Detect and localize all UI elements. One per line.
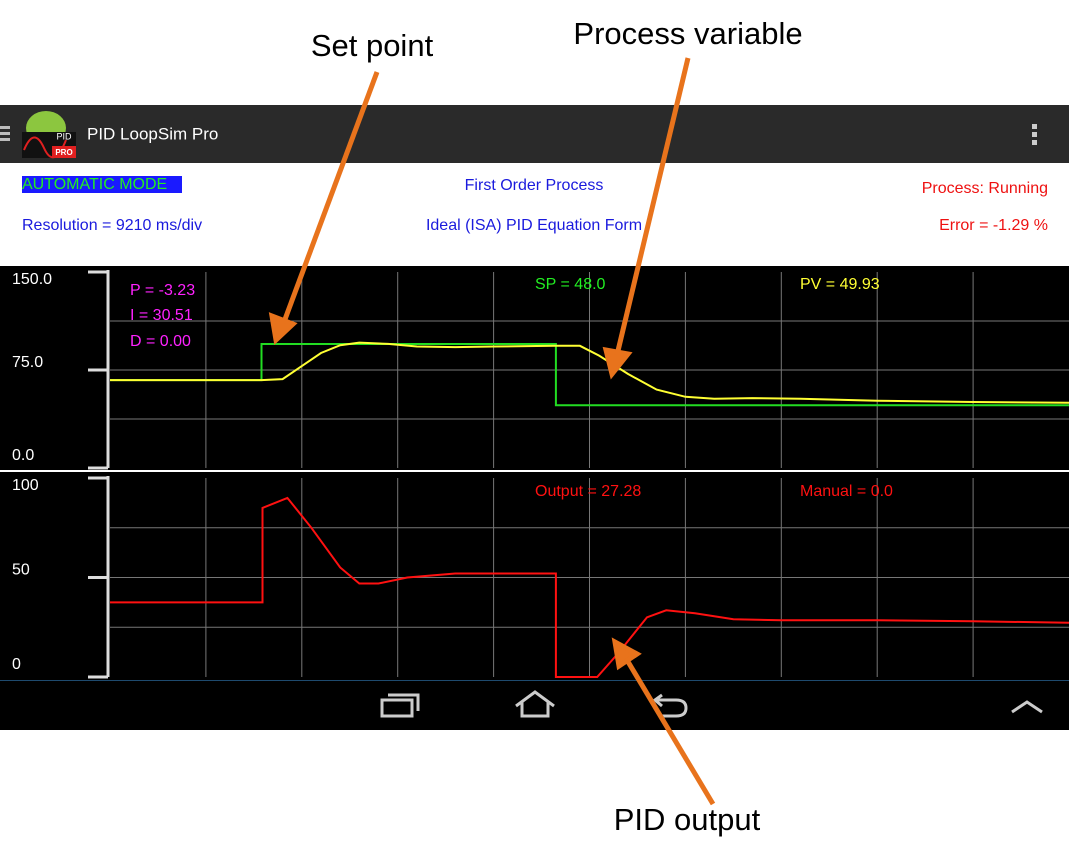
readout: I = 30.51: [130, 307, 193, 324]
series-line: [110, 496, 1069, 678]
expand-button[interactable]: [1011, 700, 1043, 714]
readout: D = 0.00: [130, 333, 191, 350]
annotation-arrow: [614, 57, 691, 356]
error: Error = -1.29 %: [939, 217, 1048, 234]
overflow-menu[interactable]: [1032, 124, 1037, 145]
y-tick-label: 0: [12, 656, 21, 673]
annotation-arrow: [624, 658, 716, 806]
annotation-arrowhead: [268, 312, 298, 346]
annotation: Process variable: [573, 16, 802, 51]
resolution[interactable]: Resolution = 9210 ms/div: [22, 217, 202, 234]
icon-badge: PRO: [55, 148, 72, 157]
drawer-icon[interactable]: [0, 126, 10, 129]
annotation-arrow: [281, 71, 380, 323]
readout: SP = 48.0: [535, 276, 606, 293]
y-tick-label: 50: [12, 562, 30, 579]
mode[interactable]: AUTOMATIC MODE: [22, 176, 167, 193]
process-state[interactable]: Process: Running: [922, 180, 1048, 197]
annotation-arrowhead: [611, 637, 642, 671]
readout: Output = 27.28: [535, 483, 641, 500]
action-bar: [0, 105, 1069, 163]
process-type[interactable]: First Order Process: [465, 177, 604, 194]
icon-text: PID: [56, 131, 72, 141]
mode-highlight: [22, 176, 182, 193]
equation[interactable]: Ideal (ISA) PID Equation Form: [426, 217, 642, 234]
y-tick-label: 75.0: [12, 354, 43, 371]
chart-background: [0, 266, 1069, 470]
y-tick-label: 150.0: [12, 271, 52, 288]
recents-button[interactable]: [380, 693, 420, 718]
annotation: PID output: [614, 802, 761, 837]
chart-background: [0, 472, 1069, 680]
drawer-icon: [0, 132, 10, 135]
back-button[interactable]: [652, 693, 688, 718]
annotation-arrowhead: [602, 346, 633, 380]
nav-bar: [0, 680, 1069, 730]
annotation: Set point: [311, 28, 434, 63]
readout: Manual = 0.0: [800, 483, 893, 500]
series-line: [110, 341, 1069, 404]
home-button[interactable]: [515, 690, 555, 718]
y-tick-label: 0.0: [12, 447, 34, 464]
readout: P = -3.23: [130, 282, 195, 299]
app-icon: PID PRO: [22, 111, 76, 159]
drawer-icon: [0, 138, 10, 141]
y-tick-label: 100: [12, 477, 39, 494]
readout: PV = 49.93: [800, 276, 880, 293]
app-title: PID LoopSim Pro: [87, 124, 218, 143]
